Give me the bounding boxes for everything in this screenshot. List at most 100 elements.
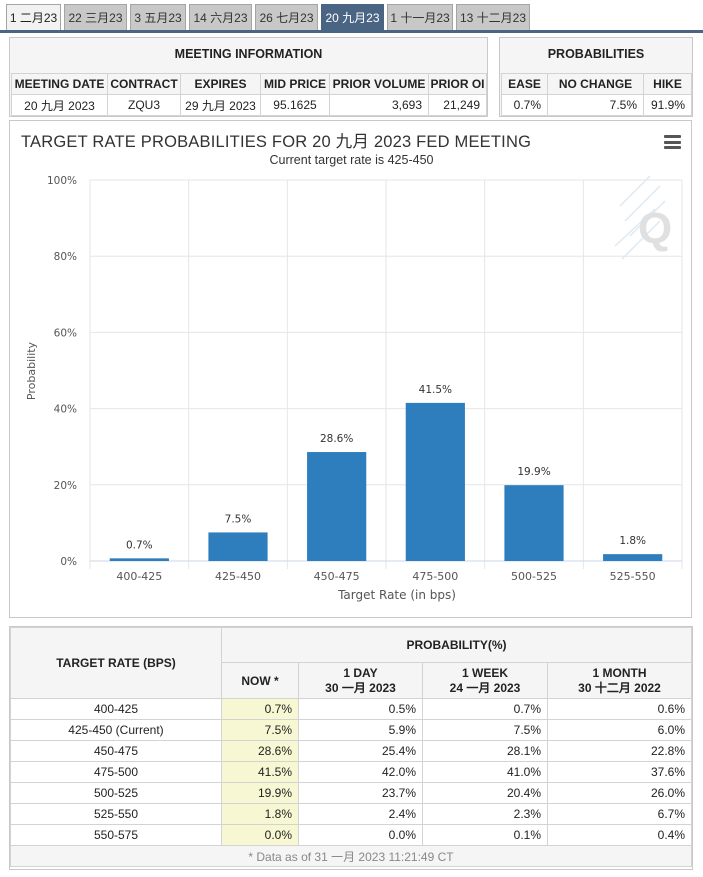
target-rate-cell: 550-575: [10, 824, 222, 846]
x-axis-title: Target Rate (in bps): [337, 588, 456, 602]
target-rate-header: TARGET RATE (BPS): [10, 627, 222, 699]
bar-data-label: 7.5%: [225, 513, 252, 525]
x-tick-label: 450-475: [314, 570, 360, 583]
meeting-date-value: 20 九月 2023: [11, 94, 108, 116]
bar-450-475[interactable]: [307, 452, 367, 561]
one-week-probability-cell: 41.0%: [422, 761, 548, 783]
x-tick-label: 525-550: [610, 570, 656, 583]
bar-data-label: 19.9%: [517, 466, 550, 478]
target-rate-cell: 425-450 (Current): [10, 719, 222, 741]
x-tick-label: 400-425: [116, 570, 162, 583]
one-month-probability-cell: 6.7%: [547, 803, 692, 825]
probability-header: PROBABILITY(%): [221, 627, 692, 663]
bar-500-525[interactable]: [504, 485, 564, 561]
one-day-probability-cell: 0.5%: [298, 698, 423, 720]
now-probability-cell: 28.6%: [221, 740, 299, 762]
tab-1-nov-23[interactable]: 1 十一月23: [387, 4, 453, 30]
one-week-probability-cell: 0.7%: [422, 698, 548, 720]
one-month-probability-cell: 0.6%: [547, 698, 692, 720]
bar-data-label: 1.8%: [619, 535, 646, 547]
prior-volume-value: 3,693: [329, 94, 429, 116]
ease-header: EASE: [501, 73, 548, 95]
one-week-probability-cell: 2.3%: [422, 803, 548, 825]
one-week-probability-cell: 0.1%: [422, 824, 548, 846]
x-tick-label: 500-525: [511, 570, 557, 583]
bar-400-425[interactable]: [109, 558, 169, 561]
y-axis-title: Probability: [25, 341, 38, 400]
meeting-date-header: MEETING DATE: [11, 73, 108, 95]
tab-22-mar-23[interactable]: 22 三月23: [64, 4, 127, 30]
chart-labels: 0% 20% 40% 60% 80% 100% 0.7% 400-425 7.5% 425-450…: [47, 175, 656, 583]
now-probability-cell: 7.5%: [221, 719, 299, 741]
bar-425-450[interactable]: [208, 532, 268, 561]
probabilities-panel: PROBABILITIES EASE NO CHANGE HIKE 0.7% 7…: [499, 37, 693, 117]
now-probability-cell: 41.5%: [221, 761, 299, 783]
bar-475-500[interactable]: [405, 402, 465, 561]
probability-row: 425-450 (Current) 7.5% 5.9% 7.5% 6.0%: [10, 719, 692, 741]
chart-subtitle: Current target rate is 425-450: [269, 153, 434, 167]
bar-data-label: 0.7%: [126, 539, 153, 551]
now-probability-cell: 0.7%: [221, 698, 299, 720]
chart-bars: [109, 402, 663, 561]
probabilities-title: PROBABILITIES: [547, 47, 645, 61]
one-month-column-header: 1 MONTH 30 十二月 2022: [547, 662, 692, 699]
one-week-probability-cell: 20.4%: [422, 782, 548, 804]
one-week-column-header: 1 WEEK 24 一月 2023: [422, 662, 548, 699]
y-tick-label: 100%: [47, 175, 77, 187]
bar-data-label: 28.6%: [320, 433, 353, 445]
chart-menu-icon[interactable]: [664, 135, 681, 149]
prior-oi-value: 21,249: [428, 94, 487, 116]
contract-header: CONTRACT: [107, 73, 181, 95]
probability-row: 475-500 41.5% 42.0% 41.0% 37.6%: [10, 761, 692, 783]
no-change-value: 7.5%: [547, 94, 644, 116]
mid-price-value: 95.1625: [260, 94, 330, 116]
probability-row: 550-575 0.0% 0.0% 0.1% 0.4%: [10, 824, 692, 846]
y-tick-label: 20%: [54, 480, 77, 492]
expires-value: 29 九月 2023: [180, 94, 261, 116]
one-week-probability-cell: 7.5%: [422, 719, 548, 741]
one-day-probability-cell: 23.7%: [298, 782, 423, 804]
probability-row: 450-475 28.6% 25.4% 28.1% 22.8%: [10, 740, 692, 762]
y-tick-label: 0%: [60, 556, 77, 568]
no-change-header: NO CHANGE: [547, 73, 644, 95]
expires-header: EXPIRES: [180, 73, 261, 95]
y-tick-label: 40%: [54, 404, 77, 416]
tab-13-dec-23[interactable]: 13 十二月23: [456, 4, 530, 30]
one-month-probability-cell: 22.8%: [547, 740, 692, 762]
one-day-probability-cell: 25.4%: [298, 740, 423, 762]
now-probability-cell: 0.0%: [221, 824, 299, 846]
target-rate-cell: 525-550: [10, 803, 222, 825]
target-rate-cell: 400-425: [10, 698, 222, 720]
x-tick-label: 425-450: [215, 570, 261, 583]
meeting-tabs: 1 二月23 22 三月23 3 五月23 14 六月23 26 七月23 20…: [0, 0, 703, 33]
bar-525-550[interactable]: [603, 554, 663, 561]
x-tick-label: 475-500: [412, 570, 458, 583]
tab-26-jul-23[interactable]: 26 七月23: [255, 4, 318, 30]
tab-3-may-23[interactable]: 3 五月23: [130, 4, 186, 30]
one-day-probability-cell: 5.9%: [298, 719, 423, 741]
probability-table-panel: TARGET RATE (BPS) PROBABILITY(%) NOW * 1…: [9, 626, 693, 870]
chart-panel: TARGET RATE PROBABILITIES FOR 20 九月 2023…: [9, 120, 692, 618]
one-week-probability-cell: 28.1%: [422, 740, 548, 762]
tab-1-feb-23[interactable]: 1 二月23: [6, 4, 61, 30]
tab-20-sep-23[interactable]: 20 九月23: [321, 4, 384, 30]
now-probability-cell: 19.9%: [221, 782, 299, 804]
bar-data-label: 41.5%: [419, 384, 452, 396]
one-day-probability-cell: 0.0%: [298, 824, 423, 846]
one-month-probability-cell: 6.0%: [547, 719, 692, 741]
ease-value: 0.7%: [501, 94, 548, 116]
chart-grid: [89, 179, 683, 569]
probabilities-table: EASE NO CHANGE HIKE 0.7% 7.5% 91.9%: [501, 73, 692, 116]
tab-14-jun-23[interactable]: 14 六月23: [189, 4, 252, 30]
svg-text:Q: Q: [638, 204, 672, 253]
probability-row: 525-550 1.8% 2.4% 2.3% 6.7%: [10, 803, 692, 825]
one-month-probability-cell: 37.6%: [547, 761, 692, 783]
mid-price-header: MID PRICE: [260, 73, 330, 95]
y-tick-label: 60%: [54, 327, 77, 339]
one-month-probability-cell: 0.4%: [547, 824, 692, 846]
cme-q-watermark-icon: Q: [614, 175, 672, 260]
probability-row: 400-425 0.7% 0.5% 0.7% 0.6%: [10, 698, 692, 720]
meeting-information-table: MEETING DATE CONTRACT EXPIRES MID PRICE …: [11, 73, 487, 116]
chart-title: TARGET RATE PROBABILITIES FOR 20 九月 2023…: [21, 133, 532, 151]
now-column-header: NOW *: [221, 662, 299, 699]
